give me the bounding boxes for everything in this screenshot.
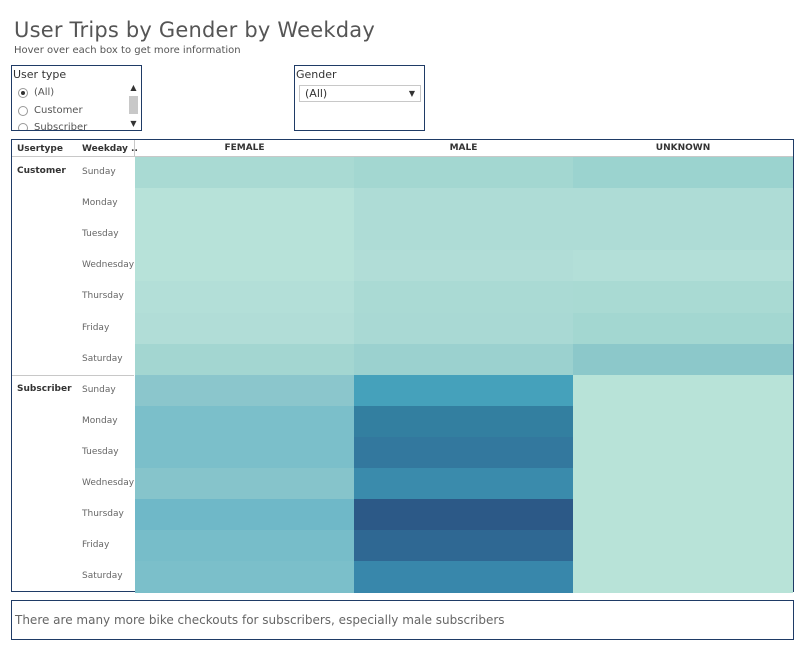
row-header-usertype: Usertype xyxy=(17,144,63,154)
heatmap-cell[interactable] xyxy=(573,250,793,282)
row-header-weekday: Weekday .. xyxy=(82,144,138,154)
gender-filter-label: Gender xyxy=(296,68,337,81)
usertype-option-label: Subscriber xyxy=(34,122,88,131)
heatmap-cell[interactable] xyxy=(135,343,354,376)
weekday-label: Sunday xyxy=(82,384,116,395)
heatmap-cell[interactable] xyxy=(354,374,573,407)
heatmap-cell[interactable] xyxy=(135,530,354,562)
usertype-label: Customer xyxy=(17,166,66,176)
weekday-label: Saturday xyxy=(82,353,123,364)
heatmap-cell[interactable] xyxy=(573,530,793,562)
heatmap-cell[interactable] xyxy=(354,530,573,562)
usertype-option-all[interactable]: (All) xyxy=(18,87,54,98)
weekday-label: Monday xyxy=(82,198,118,209)
heatmap-cell[interactable] xyxy=(573,374,793,407)
scroll-up-icon[interactable]: ▲ xyxy=(130,83,137,92)
usertype-option-label: Customer xyxy=(34,105,83,116)
heatmap-cell[interactable] xyxy=(135,312,354,345)
heatmap-cell[interactable] xyxy=(135,561,354,593)
usertype-option-customer[interactable]: Customer xyxy=(18,105,83,116)
header-rule xyxy=(12,156,793,157)
heatmap-cell[interactable] xyxy=(135,188,354,220)
heatmap-cell[interactable] xyxy=(354,157,573,189)
weekday-label: Friday xyxy=(82,540,110,551)
heatmap-cell[interactable] xyxy=(573,312,793,345)
heatmap-cell[interactable] xyxy=(354,281,573,313)
heatmap-cell[interactable] xyxy=(354,561,573,593)
heatmap-chart: Usertype Weekday .. FEMALE MALE UNKNOWN … xyxy=(11,139,794,593)
weekday-label: Friday xyxy=(82,322,110,333)
usertype-option-subscriber[interactable]: Subscriber xyxy=(18,122,88,131)
weekday-label: Wednesday xyxy=(82,260,135,271)
column-header-male: MALE xyxy=(449,143,478,153)
heatmap-cell[interactable] xyxy=(354,499,573,531)
heatmap-cell[interactable] xyxy=(573,499,793,531)
heatmap-cell[interactable] xyxy=(354,250,573,282)
usertype-scrollbar[interactable]: ▲ ▼ xyxy=(128,83,139,129)
radio-checked-icon[interactable] xyxy=(18,87,28,98)
column-header-female: FEMALE xyxy=(224,143,265,153)
column-header-unknown: UNKNOWN xyxy=(655,143,711,153)
heatmap-cell[interactable] xyxy=(573,468,793,500)
heatmap-cell[interactable] xyxy=(573,281,793,313)
page-title: User Trips by Gender by Weekday xyxy=(14,18,375,42)
heatmap-cell[interactable] xyxy=(573,343,793,376)
usertype-filter-label: User type xyxy=(13,68,67,81)
radio-icon[interactable] xyxy=(18,122,28,130)
weekday-label: Monday xyxy=(82,415,118,426)
heatmap-cell[interactable] xyxy=(135,219,354,251)
usertype-label: Subscriber xyxy=(17,383,72,394)
insight-note: There are many more bike checkouts for s… xyxy=(11,600,794,640)
heatmap-cell[interactable] xyxy=(135,405,354,438)
heatmap-cell[interactable] xyxy=(135,468,354,500)
weekday-label: Wednesday xyxy=(82,478,135,488)
heatmap-cell[interactable] xyxy=(135,499,354,531)
weekday-label: Tuesday xyxy=(82,446,119,457)
page-subtitle: Hover over each box to get more informat… xyxy=(14,45,241,56)
heatmap-cell[interactable] xyxy=(573,188,793,220)
heatmap-cell[interactable] xyxy=(135,250,354,282)
heatmap-cell[interactable] xyxy=(573,561,793,593)
weekday-label: Thursday xyxy=(82,291,124,302)
usertype-filter: User type (All) Customer Subscriber ▲ ▼ xyxy=(11,65,142,131)
heatmap-cell[interactable] xyxy=(573,219,793,251)
heatmap-cell[interactable] xyxy=(354,436,573,469)
weekday-label: Saturday xyxy=(82,571,123,582)
heatmap-cell[interactable] xyxy=(354,343,573,376)
heatmap-cell[interactable] xyxy=(354,219,573,251)
weekday-label: Tuesday xyxy=(82,229,119,240)
gender-select[interactable]: (All) ▼ xyxy=(299,85,421,102)
heatmap-cell[interactable] xyxy=(135,157,354,189)
weekday-label: Thursday xyxy=(82,509,124,520)
heatmap-cell[interactable] xyxy=(135,281,354,313)
heatmap-cell[interactable] xyxy=(573,405,793,438)
scroll-thumb[interactable] xyxy=(129,96,138,114)
heatmap-cell[interactable] xyxy=(354,188,573,220)
heatmap-cell[interactable] xyxy=(573,157,793,189)
heatmap-cell[interactable] xyxy=(354,312,573,345)
usertype-option-label: (All) xyxy=(34,87,55,98)
heatmap-cell[interactable] xyxy=(135,374,354,407)
heatmap-cell[interactable] xyxy=(573,436,793,469)
scroll-down-icon[interactable]: ▼ xyxy=(130,119,137,128)
heatmap-cell[interactable] xyxy=(354,468,573,500)
weekday-label: Sunday xyxy=(82,167,116,177)
radio-icon[interactable] xyxy=(18,105,28,116)
header-divider xyxy=(134,140,135,156)
heatmap-cell[interactable] xyxy=(354,405,573,438)
gender-filter: Gender (All) ▼ xyxy=(294,65,425,131)
gender-select-value: (All) xyxy=(305,87,328,100)
heatmap-cell[interactable] xyxy=(135,436,354,469)
group-separator xyxy=(12,374,134,376)
chevron-down-icon[interactable]: ▼ xyxy=(408,89,415,98)
